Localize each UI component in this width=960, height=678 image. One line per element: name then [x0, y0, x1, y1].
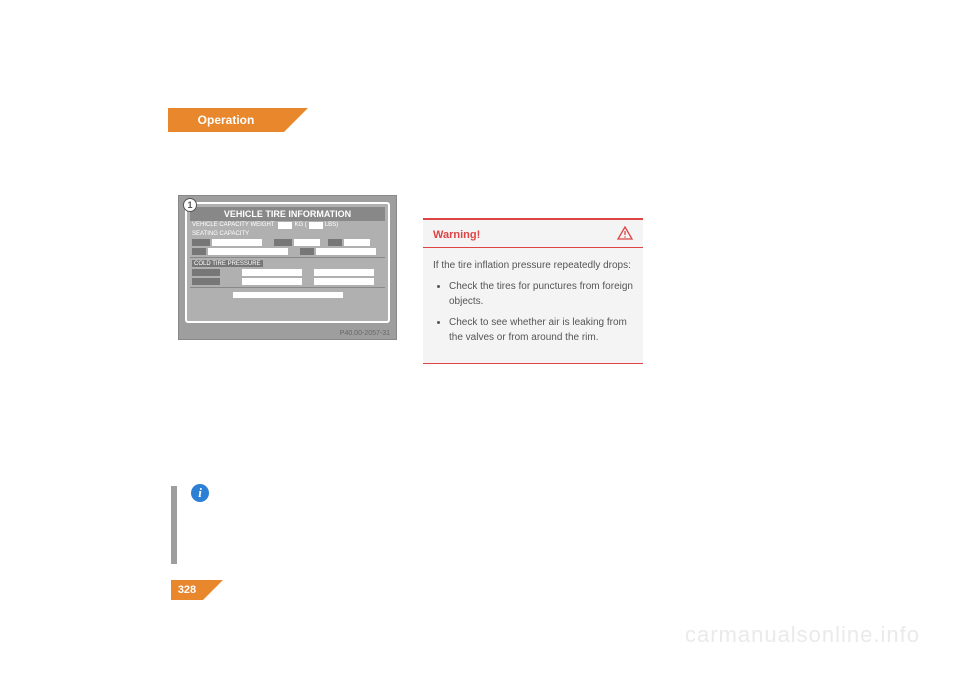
watermark: carmanualsonline.info	[685, 622, 920, 648]
placard-blocks-row	[190, 238, 385, 247]
section-tab: Operation	[168, 108, 284, 132]
placard-blocks-row	[190, 268, 385, 277]
warning-body: If the tire inflation pressure repeatedl…	[423, 248, 643, 363]
placard-blocks-row	[190, 277, 385, 286]
callout-dot: 1	[183, 198, 197, 212]
section-tab-label: Operation	[198, 113, 255, 127]
warning-triangle-icon	[617, 226, 633, 243]
placard-blank	[309, 222, 323, 229]
info-icon: i	[191, 484, 209, 502]
info-sidebar-bar	[171, 486, 177, 564]
placard-blank	[278, 222, 292, 229]
placard-divider	[190, 287, 385, 288]
warning-title: Warning!	[433, 229, 480, 241]
page-number-box: 328	[171, 580, 203, 600]
page: Operation VEHICLE TIRE INFORMATION VEHIC…	[0, 0, 960, 678]
placard-blocks-row	[190, 289, 385, 299]
placard-row-pressure: COLD TIRE PRESSURE	[190, 259, 385, 268]
page-number-triangle	[203, 580, 223, 600]
tire-placard-image: VEHICLE TIRE INFORMATION VEHICLE CAPACIT…	[178, 195, 397, 340]
placard-blocks-row	[190, 247, 385, 256]
placard-row-seating: SEATING CAPACITY	[190, 230, 385, 238]
placard-header: VEHICLE TIRE INFORMATION	[190, 207, 385, 221]
warning-bullet: Check the tires for punctures from forei…	[449, 279, 633, 309]
placard-footer: P40.00-2057-31	[340, 330, 390, 337]
section-tab-triangle	[284, 108, 308, 132]
page-number: 328	[178, 584, 196, 596]
warning-intro: If the tire inflation pressure repeatedl…	[433, 258, 633, 273]
warning-bullet: Check to see whether air is leaking from…	[449, 315, 633, 345]
placard-divider	[190, 257, 385, 258]
placard-row-weight: VEHICLE CAPACITY WEIGHT KG ( LBS)	[190, 221, 385, 230]
callout-number: 1	[187, 200, 192, 210]
warning-list: Check the tires for punctures from forei…	[433, 279, 633, 345]
placard-inner: VEHICLE TIRE INFORMATION VEHICLE CAPACIT…	[185, 202, 390, 323]
warning-box: Warning! If the tire inflation pressure …	[423, 218, 643, 364]
warning-header: Warning!	[423, 220, 643, 248]
